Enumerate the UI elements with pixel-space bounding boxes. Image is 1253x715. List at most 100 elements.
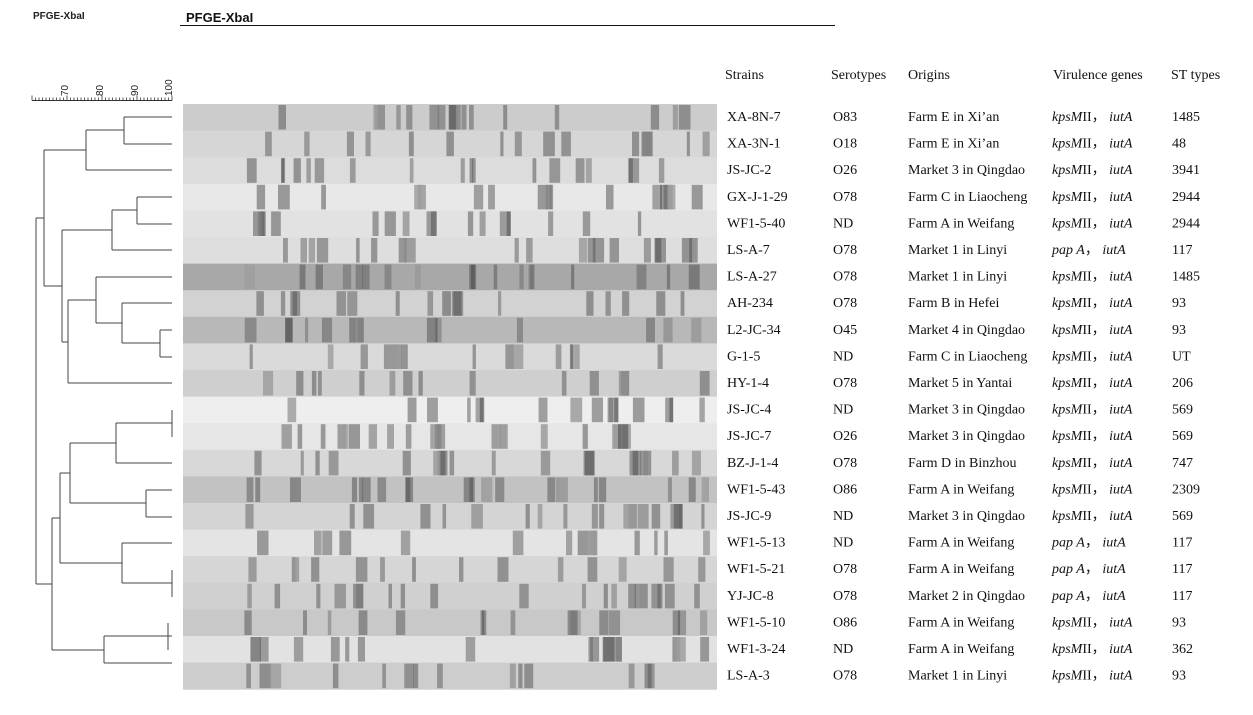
gel-band	[256, 184, 266, 210]
gel-band	[673, 504, 683, 529]
gel-band	[287, 397, 297, 423]
table-row: WF1-5-10 O86 Farm A in Weifang kpsMII， iutA…	[727, 615, 1186, 630]
gene-1: kpsM	[1052, 137, 1084, 152]
gel-band	[293, 158, 301, 183]
gene-separator: ，	[1092, 615, 1110, 630]
gene-2: iutA	[1109, 456, 1133, 471]
gel-band	[430, 583, 439, 609]
gel-band	[356, 238, 360, 263]
origin-cell: Farm B in Hefei	[908, 296, 999, 311]
gel-band	[514, 238, 519, 263]
table-row: JS-JC-4 ND Market 3 in Qingdao kpsMII， iutA…	[727, 403, 1193, 418]
gel-band	[418, 184, 426, 210]
gene-1-suffix: II	[1082, 669, 1092, 684]
gel-band	[322, 530, 333, 556]
gene-1: kpsM	[1052, 349, 1084, 364]
gene-2: iutA	[1109, 615, 1133, 630]
virulence-genes-cell: pap A， iutA	[1051, 562, 1126, 577]
gel-band	[274, 583, 281, 609]
st-type-cell: 1485	[1172, 110, 1200, 125]
serotype-cell: O45	[833, 323, 857, 338]
st-type-cell: 569	[1172, 509, 1193, 524]
gel-band	[278, 105, 286, 130]
gel-band	[481, 477, 493, 502]
gel-band	[446, 131, 454, 157]
st-type-cell: 93	[1172, 669, 1186, 684]
virulence-genes-cell: kpsMII， iutA	[1052, 323, 1133, 338]
gene-1: kpsM	[1052, 456, 1084, 471]
gel-band	[637, 504, 649, 529]
gel-band	[293, 637, 304, 662]
gel-band	[406, 105, 413, 130]
gel-band	[438, 450, 448, 476]
gel-band	[270, 663, 282, 689]
gel-band	[584, 450, 594, 476]
strain-cell: XA-3N-1	[727, 137, 781, 152]
st-type-cell: 3941	[1172, 163, 1200, 178]
gel-band	[427, 291, 434, 316]
gel-band	[656, 291, 666, 316]
gel-band	[360, 344, 368, 369]
gel-band	[651, 504, 661, 529]
gel-band	[255, 477, 261, 502]
gel-title: PFGE-XbaI	[186, 10, 253, 25]
gel-band	[355, 264, 364, 290]
dendrogram-branch	[103, 635, 172, 664]
gel-band	[334, 583, 346, 609]
gel-band	[283, 238, 288, 263]
dendrogram-branch	[61, 229, 112, 343]
table-row: WF1-5-43 O86 Farm A in Weifang kpsMII， iutA…	[727, 482, 1200, 497]
gel-band	[524, 663, 534, 689]
gel-band	[328, 450, 339, 476]
gel-band	[493, 264, 498, 290]
gel-band	[315, 264, 323, 290]
gel-band	[701, 477, 709, 502]
gel-band	[606, 184, 614, 210]
st-type-cell: 48	[1172, 137, 1186, 152]
gel-band	[380, 557, 385, 582]
serotype-cell: O18	[833, 137, 857, 152]
st-type-cell: 362	[1172, 642, 1193, 657]
gel-band	[368, 424, 377, 449]
gel-band	[618, 371, 629, 396]
serotype-cell: O26	[833, 163, 857, 178]
origin-cell: Farm E in Xi’an	[908, 110, 999, 125]
gel-band	[345, 637, 350, 662]
gel-image	[183, 104, 717, 690]
gel-band	[250, 637, 261, 662]
gel-band	[667, 184, 676, 210]
dendrogram-branch	[111, 209, 172, 251]
serotype-cell: O78	[833, 190, 857, 205]
gel-band	[634, 583, 641, 609]
gel-lane	[183, 157, 717, 185]
gel-lane	[183, 636, 717, 664]
gel-lane	[183, 476, 717, 504]
gel-band	[665, 397, 673, 423]
gel-band	[346, 131, 354, 157]
gel-band	[669, 397, 674, 423]
strain-cell: XA-8N-7	[727, 110, 781, 125]
gel-band	[271, 211, 281, 236]
gel-band	[244, 264, 255, 290]
gel-band	[475, 397, 485, 423]
gel-band	[299, 264, 306, 290]
gel-band	[563, 504, 568, 529]
virulence-genes-cell: kpsMII， iutA	[1052, 270, 1133, 285]
gel-band	[285, 317, 293, 343]
gel-band	[607, 397, 614, 423]
gel-band	[636, 264, 647, 290]
gene-1: pap A	[1051, 243, 1085, 258]
strain-cell: G-1-5	[727, 349, 760, 364]
gel-band	[461, 105, 467, 130]
gel-band	[259, 637, 269, 662]
gel-band	[359, 371, 365, 396]
gel-band	[689, 238, 698, 263]
gel-band	[281, 424, 292, 449]
gene-1: kpsM	[1052, 163, 1084, 178]
gel-band	[628, 504, 637, 529]
gel-band	[403, 238, 416, 263]
strain-cell: BZ-J-1-4	[727, 456, 778, 471]
origin-cell: Farm C in Liaocheng	[908, 190, 1027, 205]
gene-1-suffix: II	[1082, 270, 1092, 285]
gel-band	[681, 238, 693, 263]
